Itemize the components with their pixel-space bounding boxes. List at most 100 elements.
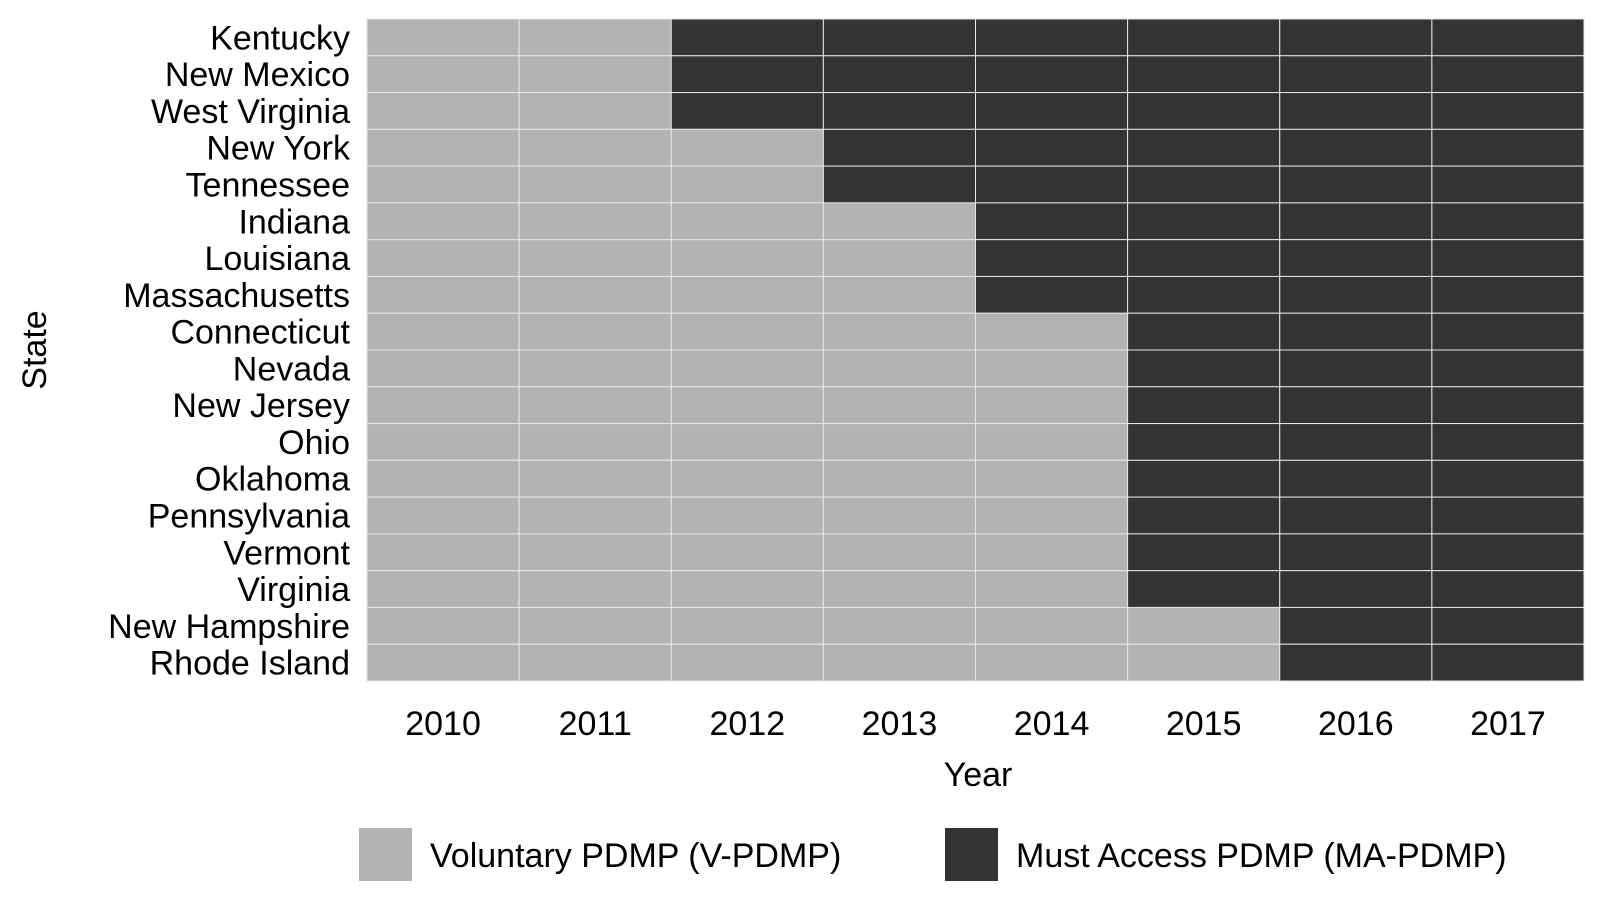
- cell-connecticut-2016: [1279, 312, 1433, 351]
- cell-pennsylvania-2011: [518, 496, 672, 535]
- x-axis-tick-labels: 2010 2011 2012 2013 2014 2015 2016 2017: [405, 705, 1546, 743]
- y-tick-label-rhode-island: Rhode Island: [150, 645, 350, 683]
- cell-new-hampshire-2014: [975, 606, 1129, 645]
- cell-tennessee-2012: [670, 165, 824, 204]
- cell-nevada-2017: [1431, 349, 1585, 388]
- y-tick-label-virginia: Virginia: [237, 571, 350, 609]
- cell-oklahoma-2011: [518, 459, 672, 498]
- cell-new-york-2017: [1431, 128, 1585, 167]
- cell-massachusetts-2011: [518, 275, 672, 314]
- cell-ohio-2013: [822, 423, 976, 461]
- cell-vermont-2010: [366, 533, 520, 572]
- cell-kentucky-2014: [975, 18, 1129, 57]
- x-tick-label-2013: 2013: [862, 705, 938, 743]
- cell-connecticut-2015: [1127, 312, 1281, 351]
- cell-west-virginia-2010: [366, 92, 520, 130]
- cell-massachusetts-2014: [975, 275, 1129, 314]
- cell-new-mexico-2012: [670, 55, 824, 94]
- cell-connecticut-2017: [1431, 312, 1585, 351]
- cell-oklahoma-2015: [1127, 459, 1281, 498]
- cell-new-mexico-2016: [1279, 55, 1433, 94]
- cell-west-virginia-2014: [975, 92, 1129, 130]
- cell-new-jersey-2012: [670, 386, 824, 425]
- y-tick-label-west-virginia: West Virginia: [151, 93, 350, 131]
- cell-massachusetts-2010: [366, 275, 520, 314]
- cell-new-york-2014: [975, 128, 1129, 167]
- cell-virginia-2017: [1431, 570, 1585, 608]
- cell-rhode-island-2010: [366, 643, 520, 682]
- cell-vermont-2015: [1127, 533, 1281, 572]
- cell-pennsylvania-2010: [366, 496, 520, 535]
- cell-new-mexico-2010: [366, 55, 520, 94]
- cell-ohio-2010: [366, 423, 520, 461]
- y-axis-title: State: [16, 310, 54, 389]
- x-axis-title: Year: [944, 756, 1013, 794]
- cell-nevada-2010: [366, 349, 520, 388]
- y-tick-label-new-hampshire: New Hampshire: [108, 608, 350, 646]
- cell-tennessee-2014: [975, 165, 1129, 204]
- cell-louisiana-2013: [822, 239, 976, 277]
- cell-pennsylvania-2017: [1431, 496, 1585, 535]
- cell-rhode-island-2017: [1431, 643, 1585, 682]
- y-tick-label-nevada: Nevada: [233, 350, 350, 388]
- cell-new-york-2015: [1127, 128, 1281, 167]
- x-tick-label-2014: 2014: [1014, 705, 1090, 743]
- cell-rhode-island-2013: [822, 643, 976, 682]
- cell-new-jersey-2013: [822, 386, 976, 425]
- cell-virginia-2013: [822, 570, 976, 608]
- cell-new-hampshire-2016: [1279, 606, 1433, 645]
- cell-connecticut-2012: [670, 312, 824, 351]
- cell-rhode-island-2015: [1127, 643, 1281, 682]
- cell-new-hampshire-2012: [670, 606, 824, 645]
- cell-louisiana-2014: [975, 239, 1129, 277]
- cell-virginia-2012: [670, 570, 824, 608]
- cell-new-jersey-2015: [1127, 386, 1281, 425]
- cell-new-mexico-2014: [975, 55, 1129, 94]
- cell-indiana-2013: [822, 202, 976, 241]
- cell-oklahoma-2010: [366, 459, 520, 498]
- cell-nevada-2014: [975, 349, 1129, 388]
- y-tick-label-ohio: Ohio: [278, 424, 350, 462]
- legend-label-ma: Must Access PDMP (MA-PDMP): [1016, 837, 1507, 875]
- cell-nevada-2016: [1279, 349, 1433, 388]
- cell-louisiana-2012: [670, 239, 824, 277]
- legend-swatch-ma: [945, 828, 998, 881]
- cell-tennessee-2015: [1127, 165, 1281, 204]
- cell-louisiana-2017: [1431, 239, 1585, 277]
- legend: Voluntary PDMP (V-PDMP) Must Access PDMP …: [359, 828, 1507, 881]
- y-tick-label-oklahoma: Oklahoma: [195, 461, 350, 499]
- cell-massachusetts-2013: [822, 275, 976, 314]
- cell-new-york-2013: [822, 128, 976, 167]
- cell-louisiana-2015: [1127, 239, 1281, 277]
- y-tick-label-pennsylvania: Pennsylvania: [148, 498, 350, 536]
- cell-new-mexico-2011: [518, 55, 672, 94]
- cell-pennsylvania-2012: [670, 496, 824, 535]
- y-tick-label-vermont: Vermont: [223, 534, 350, 572]
- cell-virginia-2015: [1127, 570, 1281, 608]
- cell-new-jersey-2017: [1431, 386, 1585, 425]
- x-tick-label-2015: 2015: [1166, 705, 1242, 743]
- cell-kentucky-2012: [670, 18, 824, 57]
- cell-indiana-2012: [670, 202, 824, 241]
- cell-vermont-2012: [670, 533, 824, 572]
- y-tick-label-kentucky: Kentucky: [210, 19, 350, 57]
- cell-rhode-island-2011: [518, 643, 672, 682]
- cell-tennessee-2016: [1279, 165, 1433, 204]
- cell-oklahoma-2012: [670, 459, 824, 498]
- cell-new-jersey-2010: [366, 386, 520, 425]
- y-tick-label-new-jersey: New Jersey: [172, 387, 350, 425]
- cell-nevada-2011: [518, 349, 672, 388]
- cell-new-hampshire-2011: [518, 606, 672, 645]
- x-tick-label-2011: 2011: [559, 705, 632, 743]
- cell-indiana-2014: [975, 202, 1129, 241]
- cell-west-virginia-2017: [1431, 92, 1585, 130]
- cell-massachusetts-2012: [670, 275, 824, 314]
- cell-tennessee-2017: [1431, 165, 1585, 204]
- cell-new-mexico-2015: [1127, 55, 1281, 94]
- cell-pennsylvania-2016: [1279, 496, 1433, 535]
- y-tick-label-indiana: Indiana: [238, 203, 350, 241]
- cell-vermont-2014: [975, 533, 1129, 572]
- cell-rhode-island-2014: [975, 643, 1129, 682]
